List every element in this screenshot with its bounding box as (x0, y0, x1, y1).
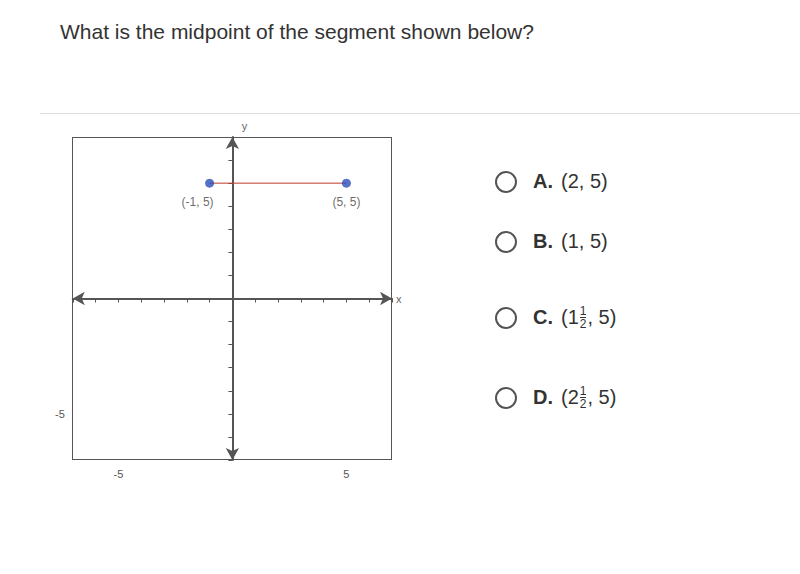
html-text:What is the midpoint of the se: What is the midpoint of the segment show… (60, 20, 534, 43)
svg-text:(-1, 5): (-1, 5) (182, 195, 214, 209)
svg-text:5: 5 (343, 468, 349, 480)
html-text:B.: B. (533, 230, 553, 252)
html-text:A.: A. (533, 170, 553, 192)
html-text:C.: C. (533, 306, 553, 328)
html-text:1: 1 (579, 304, 587, 318)
html-text:(2, 5): (2, 5) (561, 170, 608, 192)
html-text:2, 5): 2, 5) (579, 306, 617, 331)
html-text:D.: D. (533, 386, 553, 408)
html-text:(2: (2 (561, 386, 579, 408)
html-text:(1, 5): (1, 5) (561, 230, 608, 252)
html-text:1: 1 (579, 384, 587, 398)
svg-text:-5: -5 (113, 468, 123, 480)
svg-text:y: y (242, 120, 248, 132)
html-text:2, 5): 2, 5) (579, 386, 617, 411)
svg-text:x: x (396, 293, 402, 305)
svg-text:-5: -5 (55, 408, 65, 420)
html-text:(1: (1 (561, 306, 579, 328)
svg-text:(5, 5): (5, 5) (332, 195, 360, 209)
